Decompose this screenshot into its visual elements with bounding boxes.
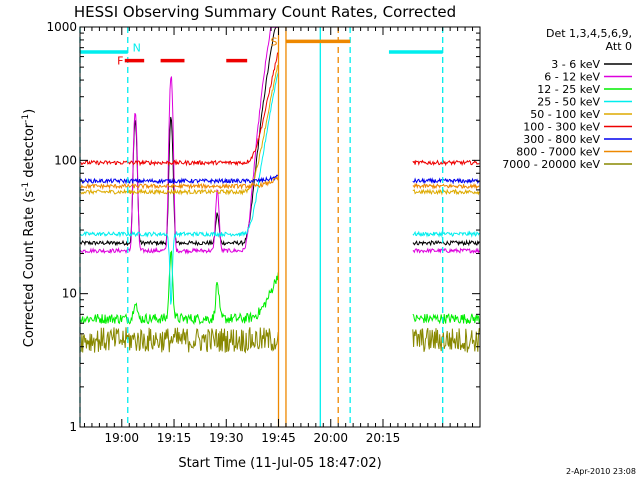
series-2-segment-1 <box>412 313 480 325</box>
y-axis-label-mid: detector <box>22 122 37 182</box>
legend-entry-5: 100 - 300 keV <box>523 121 600 134</box>
series-5-segment-0 <box>80 52 279 167</box>
series-0 <box>79 26 480 247</box>
y-tick-label-3: 1000 <box>46 20 77 34</box>
series-1-segment-0 <box>79 26 279 255</box>
plot-area <box>80 27 480 427</box>
series-0-segment-1 <box>412 239 480 247</box>
series-6-segment-0 <box>80 174 279 185</box>
series-layer <box>79 26 480 354</box>
y-tick-label-2: 100 <box>54 153 77 167</box>
series-4 <box>80 64 480 196</box>
series-4-segment-1 <box>412 188 480 196</box>
series-5 <box>80 52 480 167</box>
series-4-segment-0 <box>80 64 279 196</box>
chart-title: HESSI Observing Summary Count Rates, Cor… <box>74 3 456 21</box>
series-7-segment-0 <box>80 175 279 191</box>
legend-entry-2: 12 - 25 keV <box>537 83 600 96</box>
x-tick-label-4: 20:00 <box>313 431 348 445</box>
x-tick-label-1: 19:15 <box>157 431 192 445</box>
series-7-segment-1 <box>412 182 480 190</box>
y-tick-label-0: 1 <box>69 420 77 434</box>
series-8-segment-1 <box>412 327 480 353</box>
legend-entry-1: 6 - 12 keV <box>544 71 600 84</box>
y-axis-label-sup-2: -1 <box>21 114 31 123</box>
legend-entry-7: 800 - 7000 keV <box>516 146 600 159</box>
series-8 <box>80 327 480 354</box>
series-0-segment-0 <box>79 26 279 247</box>
legend-entry-0: 3 - 6 keV <box>551 58 600 71</box>
series-6-segment-1 <box>412 177 480 185</box>
footer-date: 2-Apr-2010 23:08 <box>566 467 636 476</box>
series-1-segment-1 <box>412 247 480 255</box>
y-axis-label-suffix: ) <box>22 109 37 114</box>
x-tick-label-3: 19:45 <box>261 431 296 445</box>
x-tick-label-0: 19:00 <box>104 431 139 445</box>
series-3-segment-1 <box>412 230 480 238</box>
legend-entry-4: 50 - 100 keV <box>530 108 600 121</box>
series-6 <box>80 174 480 185</box>
y-axis-label: Corrected Count Rate (s-1 detector-1) <box>21 109 37 347</box>
x-axis-label: Start Time (11-Jul-05 18:47:02) <box>178 456 381 471</box>
x-tick-label-5: 20:15 <box>366 431 401 445</box>
legend-header-0: Det 1,3,4,5,6,9, <box>546 27 632 40</box>
annotation-2: S <box>271 35 278 48</box>
legend-entry-8: 7000 - 20000 keV <box>502 158 600 171</box>
series-2-segment-0 <box>79 250 279 325</box>
series-3-segment-0 <box>79 72 279 305</box>
axes: 1 10 100 1000 19:00 19:15 19:30 19:45 20:00 20:15 <box>46 20 481 445</box>
series-3 <box>79 72 480 305</box>
plot-background <box>80 27 480 427</box>
legend-entry-6: 300 - 800 keV <box>523 133 600 146</box>
series-5-segment-1 <box>412 159 480 167</box>
y-axis-label-prefix: Corrected Count Rate (s <box>22 191 37 348</box>
series-7 <box>80 175 480 191</box>
series-8-segment-0 <box>80 327 279 354</box>
series-1 <box>79 26 480 255</box>
annotation-0: F <box>117 55 123 68</box>
x-tick-label-2: 19:30 <box>209 431 244 445</box>
annotation-1: N <box>133 42 141 55</box>
series-2 <box>79 250 480 325</box>
legend-header-1: Att 0 <box>606 40 632 53</box>
legend-entry-3: 25 - 50 keV <box>537 96 600 109</box>
y-tick-label-1: 10 <box>62 287 77 301</box>
plot-frame <box>79 26 481 428</box>
y-axis-label-sup-1: -1 <box>21 182 31 191</box>
